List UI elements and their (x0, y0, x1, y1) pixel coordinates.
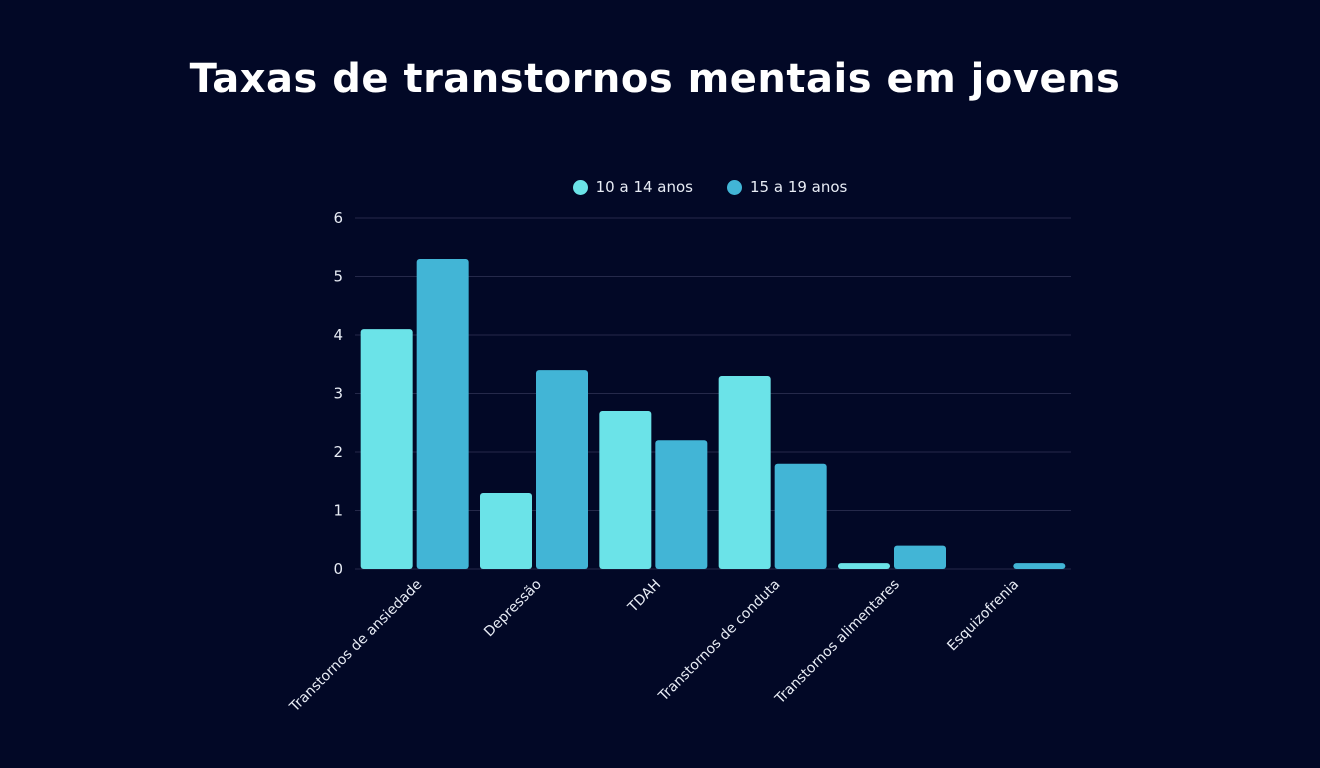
y-tick-label-3: 3 (333, 385, 343, 403)
x-tick-label-5: Esquizofrenia (944, 577, 1022, 655)
bar-1-3 (718, 375, 771, 569)
x-tick-label-1: Depressão (481, 577, 545, 641)
bar-2-3 (774, 463, 827, 569)
x-tick-label-0: Transtornos de ansiedade (286, 577, 425, 716)
x-tick-label-4: Transtornos alimentares (772, 577, 903, 708)
y-tick-label-2: 2 (333, 443, 343, 461)
y-tick-label-0: 0 (333, 560, 343, 578)
y-tick-label-6: 6 (333, 209, 343, 227)
legend-item-series-2: 15 a 19 anos (727, 178, 847, 196)
chart-legend: 10 a 14 anos 15 a 19 anos (0, 178, 1320, 196)
legend-swatch-series-1 (572, 179, 588, 195)
x-tick-label-3: Transtornos de conduta (655, 577, 783, 705)
bar-1-0 (360, 329, 413, 569)
bar-2-2 (655, 440, 708, 569)
y-tick-label-4: 4 (333, 326, 343, 344)
x-tick-label-2: TDAH (624, 577, 664, 617)
legend-label-series-2: 15 a 19 anos (750, 178, 848, 196)
legend-item-series-1: 10 a 14 anos (572, 178, 693, 196)
bar-2-4 (894, 545, 946, 569)
legend-swatch-series-2 (727, 179, 742, 195)
bar-2-5 (1013, 563, 1066, 569)
bar-1-2 (599, 411, 652, 569)
legend-label-series-1: 10 a 14 anos (595, 178, 693, 196)
bar-2-0 (416, 258, 469, 569)
y-tick-label-1: 1 (333, 502, 343, 520)
bar-2-1 (536, 370, 588, 569)
bar-1-1 (480, 492, 532, 569)
y-tick-label-5: 5 (333, 268, 343, 286)
bar-1-4 (838, 563, 890, 569)
chart-title: Taxas de transtornos mentais em jovens (189, 56, 1121, 102)
